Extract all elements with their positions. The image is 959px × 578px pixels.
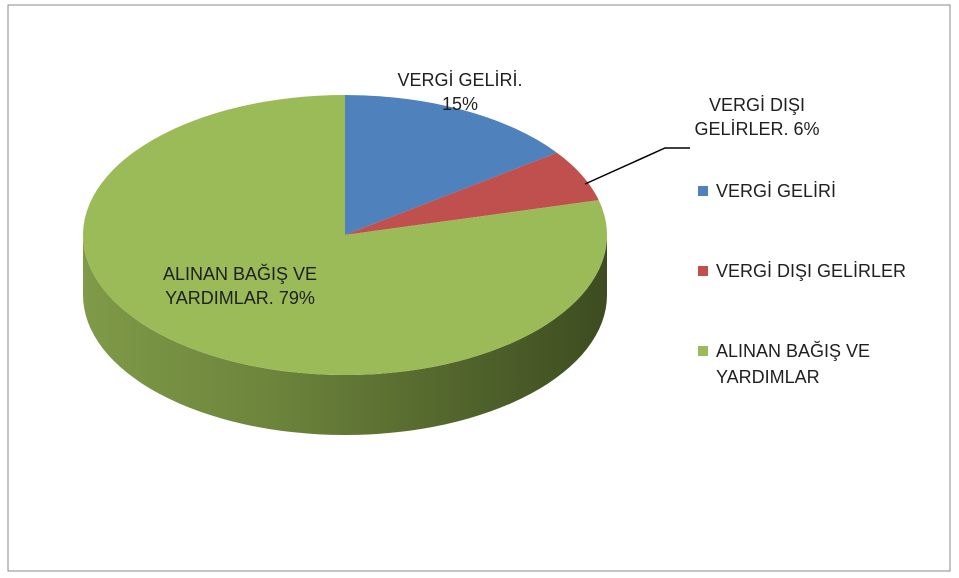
legend-label: ALINAN BAĞIŞ VE YARDIMLAR — [716, 341, 871, 387]
data-label-value: 15% — [441, 94, 479, 114]
legend-label: VERGİ GELİRİ — [716, 181, 837, 201]
data-label-value: 79% — [278, 288, 315, 308]
legend-label: VERGİ DIŞI GELİRLER — [716, 261, 907, 281]
legend-swatch — [698, 346, 708, 356]
slice — [345, 152, 599, 235]
leader-line — [584, 147, 690, 185]
data-label: VERGİ GELİRİ. 15% — [385, 68, 535, 116]
legend-swatch — [698, 186, 708, 196]
data-label-value: 6% — [793, 119, 820, 139]
slice — [83, 95, 608, 375]
legend-swatch — [698, 266, 708, 276]
data-label-name: ALINAN BAĞIŞ VE YARDIMLAR. — [162, 264, 318, 308]
data-label-name: VERGİ DIŞI GELİRLER. — [694, 95, 806, 139]
data-label-name: VERGİ GELİRİ. — [397, 70, 523, 90]
data-label: ALINAN BAĞIŞ VE YARDIMLAR. 79% — [140, 262, 340, 310]
data-label: VERGİ DIŞI GELİRLER. 6% — [672, 93, 842, 141]
slice-side — [83, 235, 607, 435]
slice — [345, 95, 557, 235]
